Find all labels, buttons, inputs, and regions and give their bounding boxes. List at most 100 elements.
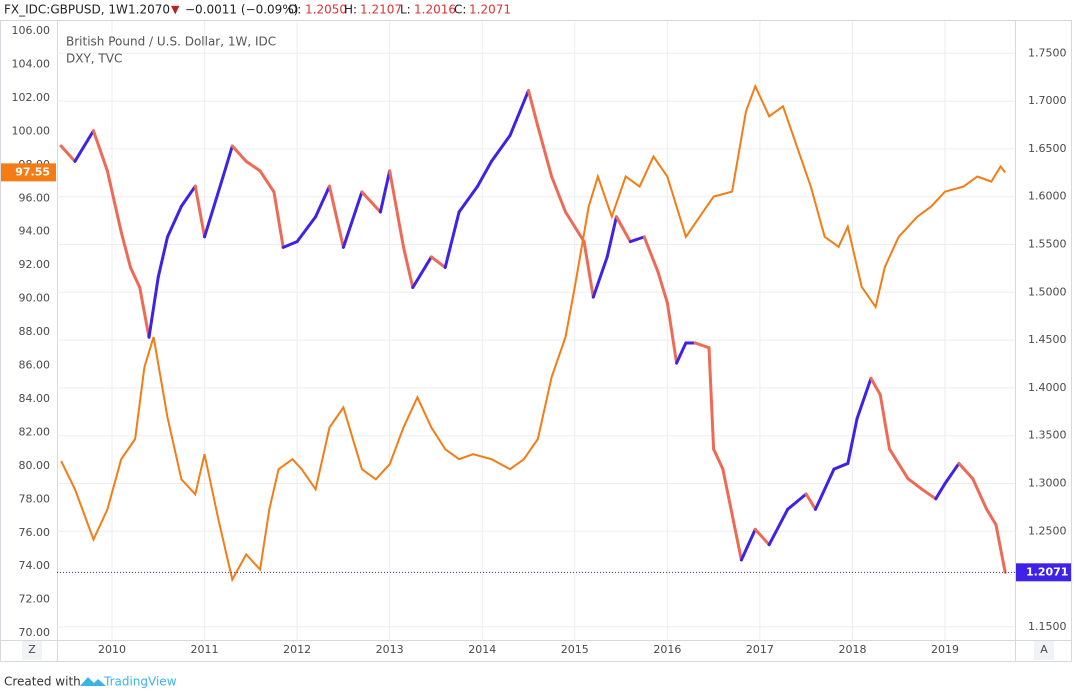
frame	[0, 20, 1072, 662]
price-segment	[906, 477, 924, 491]
y-tick-label: 78.00	[19, 492, 51, 505]
price-segment	[378, 169, 392, 214]
y-tick-label: 76.00	[19, 526, 51, 539]
button-z[interactable]: Z	[28, 643, 36, 656]
y2-tick-label: 1.5000	[1028, 285, 1067, 298]
price-segment	[550, 175, 568, 214]
y-tick-label: 92.00	[19, 258, 51, 271]
dxy-last-label: 97.55	[15, 165, 50, 178]
toolbar: FX_IDC:GBPUSD, 1W 1.2070 ▼ −0.0011 (−0.0…	[4, 3, 511, 17]
price-segment	[536, 124, 554, 179]
last-price: 1.2070	[128, 3, 170, 17]
price-segment	[943, 461, 961, 486]
price-segment	[138, 286, 151, 339]
price-segment	[128, 265, 142, 290]
price-segment	[628, 235, 646, 244]
price-segment	[985, 507, 998, 527]
price-segment	[971, 477, 989, 511]
footer-brand: TradingView	[103, 675, 177, 689]
y2-tick-label: 1.3000	[1028, 477, 1067, 490]
plot	[57, 21, 1015, 640]
y2-tick-label: 1.6000	[1028, 190, 1067, 203]
price-segment	[693, 341, 711, 350]
x-tick-label: 2012	[283, 643, 311, 656]
price-segment	[476, 159, 493, 188]
y2-tick-label: 1.7500	[1028, 46, 1067, 59]
price-segment	[341, 190, 364, 249]
price-segment	[244, 159, 262, 173]
button-z-bg[interactable]	[22, 641, 42, 660]
y-tick-label: 96.00	[19, 191, 51, 204]
y-tick-label: 72.00	[19, 593, 51, 606]
price-segment	[832, 461, 850, 471]
price-segment	[272, 190, 285, 249]
x-tick-label: 2013	[376, 643, 404, 656]
x-tick-label: 2017	[746, 643, 774, 656]
price-segment	[489, 134, 512, 163]
price-segment	[934, 482, 947, 501]
high-label: H:	[344, 3, 357, 17]
price-segment	[527, 89, 540, 128]
last-price-label: 1.2071	[1026, 565, 1068, 578]
open-label: O:	[288, 3, 301, 17]
price-segment	[402, 245, 415, 290]
price-segment	[91, 129, 109, 173]
price-segment	[360, 190, 382, 214]
y2-tick-label: 1.4000	[1028, 381, 1067, 394]
x-tick-label: 2011	[191, 643, 219, 656]
price-segment	[295, 215, 318, 244]
x-tick-label: 2014	[468, 643, 496, 656]
legend-gbpusd: British Pound / U.S. Dollar, 1W, IDC	[66, 35, 276, 49]
y-tick-label: 104.00	[12, 57, 51, 70]
price-segment	[443, 210, 461, 269]
symbol: FX_IDC:GBPUSD, 1W	[4, 3, 128, 17]
price-segment	[712, 447, 725, 471]
price-segment	[675, 341, 688, 365]
price-segment	[957, 461, 975, 481]
button-a-bg[interactable]	[1034, 641, 1054, 660]
y-tick-label: 82.00	[19, 425, 51, 438]
y2-tick-label: 1.3500	[1028, 429, 1067, 442]
price-segment	[508, 89, 531, 138]
arrow: ▼	[171, 3, 180, 16]
price-segment	[281, 240, 299, 249]
close: 1.2071	[469, 3, 511, 17]
price-segment	[855, 376, 873, 420]
y2-tick-label: 1.5500	[1028, 238, 1067, 251]
legend-dxy: DXY, TVC	[66, 52, 122, 66]
price-segment	[59, 144, 77, 163]
price-segment	[642, 235, 660, 274]
y2-tick-label: 1.4500	[1028, 333, 1067, 346]
price-segment	[221, 144, 234, 179]
price-segment	[73, 129, 95, 163]
price-segment	[739, 527, 757, 562]
y-tick-label: 90.00	[19, 292, 51, 305]
y2-tick-label: 1.7000	[1028, 94, 1067, 107]
price-segment	[314, 184, 331, 219]
x-tick-label: 2015	[561, 643, 589, 656]
price-segment	[721, 467, 743, 562]
price-segment	[813, 467, 836, 511]
price-segment	[887, 447, 910, 481]
price-segment	[564, 210, 586, 244]
price-segment	[614, 215, 632, 244]
close-label: C:	[454, 3, 466, 17]
price-segment	[582, 240, 595, 299]
y-tick-label: 102.00	[12, 91, 51, 104]
price-segment	[193, 184, 207, 239]
price-segment	[753, 527, 771, 547]
dxy-last-box	[1, 163, 56, 182]
price-segment	[591, 255, 609, 299]
price-segment	[105, 169, 123, 234]
change: −0.0011 (−0.09%)	[185, 3, 298, 17]
price-segment	[804, 492, 817, 511]
price-segment	[767, 507, 790, 547]
y-tick-label: 88.00	[19, 325, 51, 338]
price-segment	[656, 270, 669, 305]
price-segment	[258, 169, 276, 194]
button-a[interactable]: A	[1040, 643, 1048, 656]
price-segment	[203, 175, 225, 239]
footer-created: Created with	[4, 675, 81, 689]
y-tick-label: 80.00	[19, 459, 51, 472]
price-segment	[665, 301, 679, 365]
